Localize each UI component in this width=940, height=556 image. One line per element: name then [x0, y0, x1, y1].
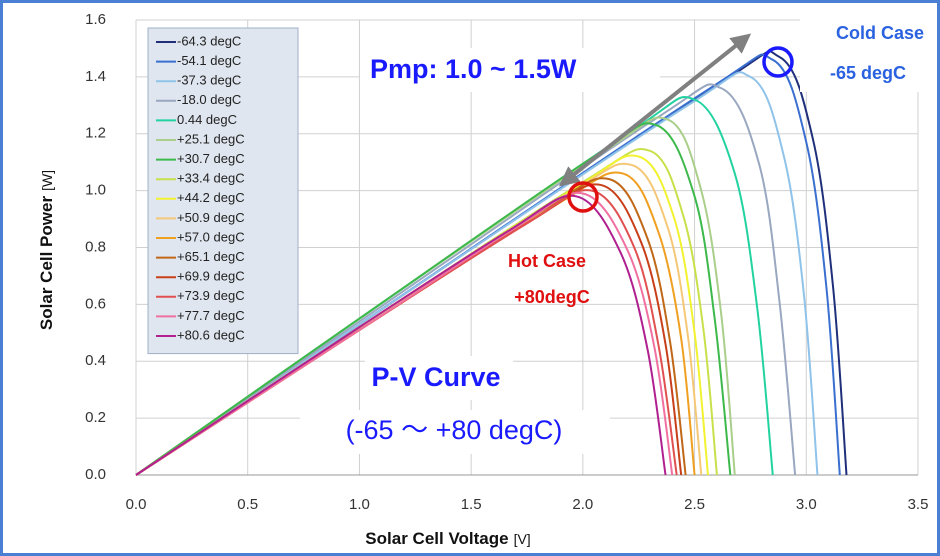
y-tick-label: 0.0	[85, 466, 106, 483]
x-axis-title: Solar Cell Voltage [V]	[365, 529, 530, 548]
x-tick-label: 3.5	[908, 496, 929, 513]
legend-label: +50.9 degC	[177, 210, 245, 225]
legend-box	[147, 27, 299, 355]
ticks: 0.0 0.2 0.4 0.6 0.8 1.0 1.2 1.4 1.6 0.0 0.5 1.0 1.5 2…	[85, 11, 928, 513]
y-label: Solar Cell Power	[37, 196, 56, 331]
legend-label: +30.7 degC	[177, 151, 245, 166]
legend-label: +33.4 degC	[177, 171, 245, 186]
legend-label: +25.1 degC	[177, 131, 245, 146]
x-tick-label: 0.5	[237, 496, 258, 513]
y-axis-title: Solar Cell Power [W]	[37, 170, 56, 330]
legend: -64.3 degC -54.1 degC -37.3 degC -18.0 degC…	[147, 27, 299, 355]
label-bg	[360, 48, 660, 92]
y-unit: [W]	[39, 170, 55, 191]
series-line	[135, 194, 667, 476]
cold-temp: -65 degC	[830, 63, 906, 83]
legend-label: +77.7 degC	[177, 308, 245, 323]
legend-label: +44.2 degC	[177, 190, 245, 205]
x-unit: [V]	[514, 531, 531, 547]
y-tick-label: 0.6	[85, 295, 106, 312]
x-tick-label: 1.5	[461, 496, 482, 513]
y-tick-label: 0.8	[85, 238, 106, 255]
curve-title: P-V Curve	[371, 362, 500, 392]
x-tick-label: 2.5	[684, 496, 705, 513]
x-tick-label: 1.0	[349, 496, 370, 513]
y-tick-label: 1.4	[85, 68, 106, 85]
hot-temp: +80degC	[514, 287, 590, 307]
x-tick-label: 2.0	[572, 496, 593, 513]
legend-label: +57.0 degC	[177, 229, 245, 244]
y-tick-label: 0.4	[85, 352, 106, 369]
cold-marker	[762, 46, 794, 78]
label-bg	[800, 16, 936, 92]
pmp-arrow	[558, 33, 752, 187]
legend-label: +73.9 degC	[177, 288, 245, 303]
pmp-label: Pmp: 1.0 ~ 1.5W	[370, 54, 577, 84]
legend-label: -18.0 degC	[177, 92, 241, 107]
y-tick-label: 1.2	[85, 125, 106, 142]
legend-label: +80.6 degC	[177, 327, 245, 342]
y-tick-label: 0.2	[85, 409, 106, 426]
label-bg	[300, 410, 610, 454]
legend-label: -64.3 degC	[177, 33, 241, 48]
x-tick-label: 0.0	[126, 496, 147, 513]
y-tick-label: 1.6	[85, 11, 106, 28]
label-bg	[365, 356, 513, 400]
legend-label: +65.1 degC	[177, 249, 245, 264]
legend-label: +69.9 degC	[177, 269, 245, 284]
legend-label: -37.3 degC	[177, 73, 241, 88]
hot-marker	[567, 181, 599, 213]
legend-label: -54.1 degC	[177, 53, 241, 68]
cold-label: Cold Case	[836, 23, 924, 43]
y-tick-label: 1.0	[85, 182, 106, 199]
curve-range: (-65 〜 +80 degC)	[346, 415, 563, 445]
x-tick-label: 3.0	[796, 496, 817, 513]
x-label: Solar Cell Voltage	[365, 529, 508, 548]
legend-label: 0.44 degC	[177, 112, 237, 127]
hot-label: Hot Case	[508, 251, 586, 271]
